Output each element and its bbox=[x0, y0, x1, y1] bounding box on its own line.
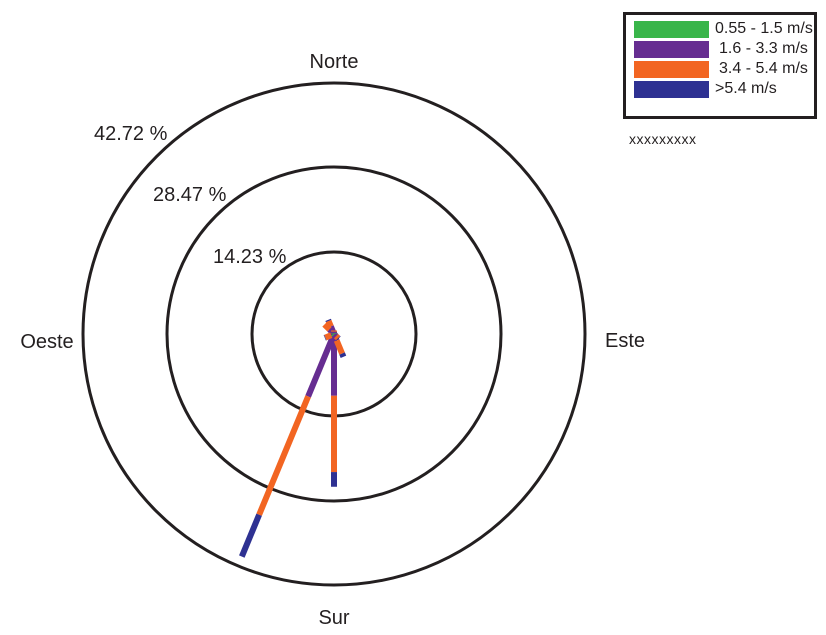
legend-item: 3.4 - 5.4 m/s bbox=[634, 60, 816, 80]
ring-middle bbox=[165, 165, 503, 503]
spoke-202.5-segment-2 bbox=[256, 395, 311, 516]
legend-swatch bbox=[634, 21, 709, 38]
ring-label-middle: 28.47 % bbox=[153, 184, 227, 206]
spoke-157.5-segment-3 bbox=[339, 352, 347, 358]
spoke-202.5-segment-3 bbox=[239, 513, 262, 558]
legend-label: 3.4 - 5.4 m/s bbox=[719, 60, 808, 77]
legend-note: xxxxxxxxx bbox=[629, 131, 697, 147]
direction-north-label: Norte bbox=[310, 51, 359, 73]
legend: 0.55 - 1.5 m/s 1.6 - 3.3 m/s 3.4 - 5.4 m… bbox=[623, 12, 817, 119]
spoke-315-segment-2 bbox=[322, 322, 332, 332]
legend-item: >5.4 m/s bbox=[634, 80, 816, 100]
spoke-157.5-segment-2 bbox=[333, 339, 345, 355]
ring-outer bbox=[81, 81, 587, 587]
ring-label-outer: 42.72 % bbox=[94, 123, 168, 145]
spoke-202.5-segment-1 bbox=[305, 334, 337, 398]
spoke-135-segment-2 bbox=[333, 333, 341, 341]
legend-swatch bbox=[634, 81, 709, 98]
spokes-group bbox=[239, 318, 347, 558]
spoke-135-segment-1 bbox=[332, 332, 339, 339]
direction-west-label: Oeste bbox=[20, 331, 73, 353]
direction-east-label: Este bbox=[605, 330, 645, 352]
legend-swatch bbox=[634, 41, 709, 58]
ring-label-inner: 14.23 % bbox=[213, 246, 287, 268]
spoke-337.5-segment-2 bbox=[325, 319, 334, 328]
legend-label: 1.6 - 3.3 m/s bbox=[719, 40, 808, 57]
direction-south-label: Sur bbox=[318, 607, 349, 629]
spoke-247.5-segment-2 bbox=[324, 332, 333, 341]
legend-item: 1.6 - 3.3 m/s bbox=[634, 40, 816, 60]
legend-label: 0.55 - 1.5 m/s bbox=[715, 20, 813, 37]
legend-item: 0.55 - 1.5 m/s bbox=[634, 20, 816, 40]
legend-swatch bbox=[634, 61, 709, 78]
legend-label: >5.4 m/s bbox=[715, 80, 777, 97]
